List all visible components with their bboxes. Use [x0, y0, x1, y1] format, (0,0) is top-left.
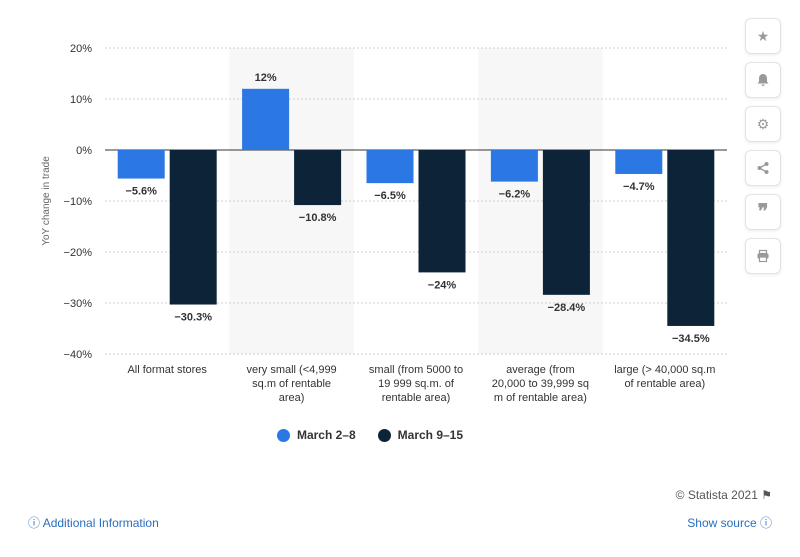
- data-label: −24%: [428, 279, 457, 291]
- data-label: −10.8%: [299, 212, 337, 224]
- x-tick-label-line: m of rentable area): [493, 392, 587, 404]
- print-button[interactable]: [745, 238, 781, 274]
- data-label: −4.7%: [623, 181, 655, 193]
- legend-label: March 9–15: [397, 428, 464, 442]
- x-tick-label: All format stores: [107, 363, 227, 377]
- flag-icon: ⚑: [761, 488, 772, 502]
- y-tick-label: −30%: [64, 298, 93, 310]
- print-icon: [757, 249, 769, 263]
- info-icon: ⓘ: [28, 516, 41, 530]
- notification-button[interactable]: [745, 62, 781, 98]
- x-tick-label-line: small (from 5000 to: [368, 364, 464, 376]
- x-tick-label-line: area): [278, 392, 305, 404]
- credit-text: © Statista 2021: [675, 488, 758, 502]
- data-label: −30.3%: [174, 312, 212, 324]
- favorite-button[interactable]: ★: [745, 18, 781, 54]
- data-label: −5.6%: [125, 186, 157, 198]
- sidebar-tools: ★ ⚙ ❞: [745, 18, 781, 282]
- share-icon: [757, 162, 769, 174]
- y-tick-label: 10%: [70, 94, 92, 106]
- x-tick-label-line: rentable area): [381, 392, 451, 404]
- y-tick-label: 20%: [70, 43, 92, 55]
- x-tick-label-line: sq.m of rentable: [252, 378, 332, 390]
- x-tick-label: large (> 40,000 sq.m of rentable area): [605, 363, 725, 391]
- settings-button[interactable]: ⚙: [745, 106, 781, 142]
- data-label: −6.2%: [499, 189, 531, 201]
- legend-label: March 2–8: [296, 428, 356, 442]
- show-source-link[interactable]: Show source ⓘ: [687, 514, 772, 531]
- bar-march-9-15: [667, 150, 715, 326]
- y-axis-label: YoY change in trade: [41, 156, 52, 246]
- data-label: −28.4%: [548, 302, 586, 314]
- y-tick-label: −40%: [64, 349, 93, 361]
- statista-credit[interactable]: © Statista 2021 ⚑: [676, 488, 772, 502]
- legend-item-march-9-15[interactable]: March 9–15: [377, 428, 464, 442]
- bar-march-9-15: [294, 150, 342, 206]
- data-label: −34.5%: [672, 333, 710, 345]
- additional-info-label: Additional Information: [42, 516, 159, 530]
- data-label: −6.5%: [374, 190, 406, 202]
- show-source-label: Show source: [687, 516, 757, 530]
- legend-dot-icon: [276, 428, 290, 442]
- legend-item-march-2-8[interactable]: March 2–8: [276, 428, 356, 442]
- bar-march-2-8: [117, 150, 165, 179]
- x-tick-label: very small (<4,999 sq.m of rentable area): [232, 363, 352, 405]
- legend: March 2–8 March 9–15: [0, 428, 740, 442]
- bar-march-2-8: [615, 150, 663, 174]
- data-label: 12%: [255, 72, 277, 84]
- x-tick-label-line: 19 999 sq.m. of: [378, 378, 454, 390]
- bar-march-9-15: [418, 150, 466, 273]
- bar-march-9-15: [542, 150, 590, 295]
- y-tick-label: 0%: [76, 145, 92, 157]
- bar-chart: 20% 10% 0% −10% −20% −30% −40% YoY change in tr…: [41, 43, 727, 361]
- y-tick-label: −10%: [64, 196, 93, 208]
- x-tick-label-line: of rentable area): [624, 378, 706, 390]
- x-tick-label: average (from 20,000 to 39,999 sq m of ren…: [480, 363, 600, 405]
- share-button[interactable]: [745, 150, 781, 186]
- y-tick-label: −20%: [64, 247, 93, 259]
- bar-march-2-8: [366, 150, 414, 184]
- x-tick-label-line: very small (<4,999: [246, 364, 337, 376]
- cite-button[interactable]: ❞: [745, 194, 781, 230]
- additional-information-link[interactable]: ⓘ Additional Information: [28, 514, 159, 531]
- legend-dot-icon: [377, 428, 391, 442]
- x-tick-label-line: large (> 40,000 sq.m: [614, 364, 716, 376]
- x-tick-label-line: 20,000 to 39,999 sq: [491, 378, 590, 390]
- quote-icon: ❞: [757, 201, 769, 223]
- x-tick-label-line: average (from: [506, 364, 575, 376]
- star-icon: ★: [756, 27, 770, 44]
- gear-icon: ⚙: [756, 115, 770, 132]
- bar-march-9-15: [169, 150, 217, 305]
- info-icon: ⓘ: [759, 516, 772, 530]
- x-tick-label: small (from 5000 to 19 999 sq.m. of rentab…: [356, 363, 476, 405]
- bell-icon: [757, 74, 769, 86]
- x-tick-label-line: All format stores: [127, 364, 207, 376]
- bar-march-2-8: [242, 88, 290, 150]
- bar-march-2-8: [490, 150, 538, 182]
